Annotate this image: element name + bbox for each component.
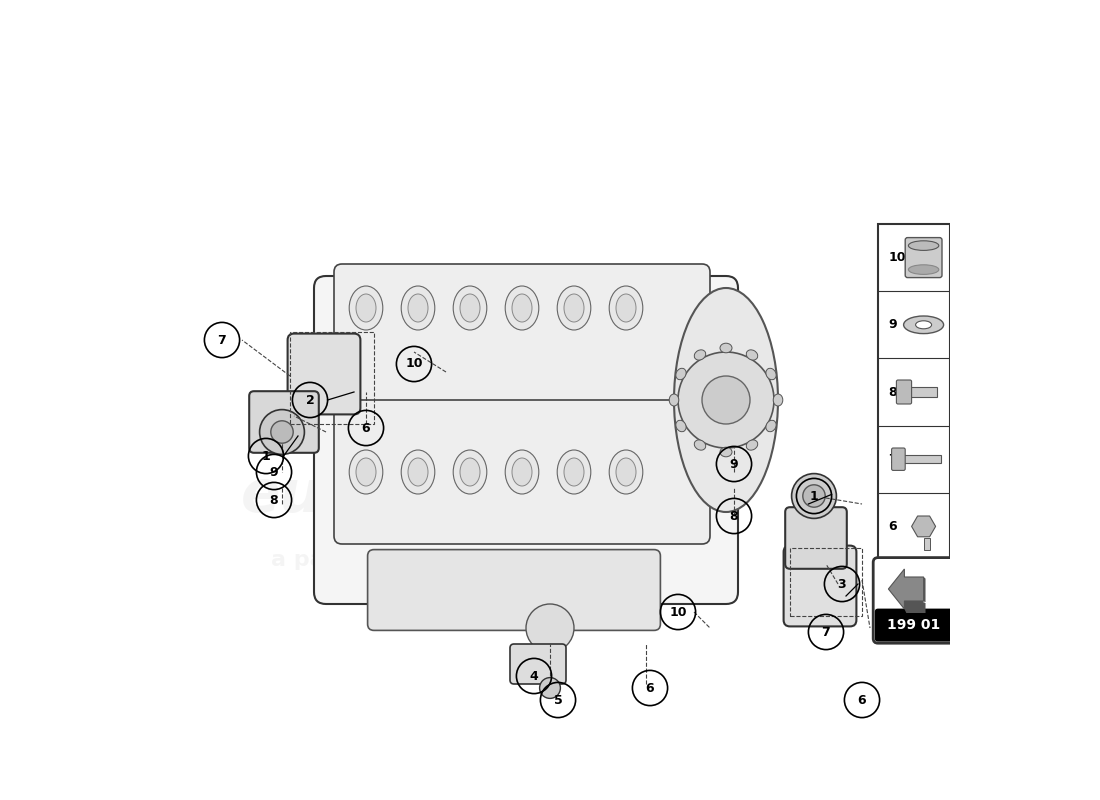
Ellipse shape [675,420,686,432]
Text: 10: 10 [669,606,686,618]
Text: 5: 5 [553,694,562,706]
Ellipse shape [453,450,487,494]
Text: a passion for cars since 1985: a passion for cars since 1985 [272,550,637,570]
Circle shape [678,352,774,448]
Circle shape [271,421,294,443]
Ellipse shape [349,450,383,494]
Ellipse shape [616,458,636,486]
Ellipse shape [909,265,938,274]
Ellipse shape [402,450,434,494]
FancyBboxPatch shape [334,264,710,408]
FancyBboxPatch shape [892,448,905,470]
Ellipse shape [773,394,783,406]
Ellipse shape [694,350,706,360]
Circle shape [540,678,560,698]
Ellipse shape [460,458,480,486]
Bar [878,224,950,560]
Ellipse shape [564,458,584,486]
Ellipse shape [356,458,376,486]
Ellipse shape [616,294,636,322]
Ellipse shape [915,321,932,329]
FancyBboxPatch shape [334,400,710,544]
Text: 6: 6 [889,520,896,533]
Text: 3: 3 [838,578,846,590]
Text: 7: 7 [822,626,830,638]
Text: 8: 8 [729,510,738,522]
Ellipse shape [505,286,539,330]
Ellipse shape [453,286,487,330]
Text: 9: 9 [729,458,738,470]
Text: eurocarparts: eurocarparts [241,467,667,525]
Ellipse shape [460,294,480,322]
Ellipse shape [408,294,428,322]
FancyBboxPatch shape [287,334,361,414]
Ellipse shape [349,286,383,330]
Text: 6: 6 [362,422,371,434]
Circle shape [702,376,750,424]
FancyBboxPatch shape [896,380,912,404]
Circle shape [803,485,825,507]
Ellipse shape [746,350,758,360]
Ellipse shape [512,458,532,486]
FancyBboxPatch shape [510,644,566,684]
Ellipse shape [766,420,777,432]
Text: 1: 1 [810,490,818,502]
Text: 8: 8 [889,386,896,398]
Ellipse shape [402,286,434,330]
Text: 9: 9 [889,318,896,331]
FancyBboxPatch shape [905,238,942,278]
Text: 1: 1 [262,450,271,462]
Polygon shape [904,577,925,613]
Text: 2: 2 [306,394,315,406]
Ellipse shape [669,394,679,406]
Ellipse shape [526,604,574,652]
Text: 4: 4 [529,670,538,682]
Text: 10: 10 [405,358,422,370]
Circle shape [260,410,305,454]
Text: 10: 10 [889,251,906,264]
Ellipse shape [675,368,686,380]
Polygon shape [889,569,924,609]
FancyBboxPatch shape [250,391,319,453]
FancyBboxPatch shape [314,276,738,604]
Text: 7: 7 [218,334,227,346]
FancyBboxPatch shape [367,550,660,630]
Ellipse shape [609,450,642,494]
Ellipse shape [903,316,944,334]
FancyBboxPatch shape [873,558,955,643]
Ellipse shape [720,343,732,353]
Ellipse shape [609,286,642,330]
Ellipse shape [505,450,539,494]
Bar [900,455,942,463]
Text: 8: 8 [270,494,278,506]
Ellipse shape [408,458,428,486]
Polygon shape [912,516,936,537]
Ellipse shape [674,288,778,512]
FancyBboxPatch shape [783,546,857,626]
Ellipse shape [558,286,591,330]
Ellipse shape [720,447,732,457]
Bar [903,387,937,397]
Ellipse shape [909,241,938,250]
Text: 6: 6 [858,694,867,706]
Ellipse shape [512,294,532,322]
Ellipse shape [356,294,376,322]
FancyBboxPatch shape [785,507,847,569]
Bar [924,538,930,550]
Circle shape [792,474,836,518]
Ellipse shape [564,294,584,322]
Ellipse shape [746,440,758,450]
Ellipse shape [766,368,777,380]
Ellipse shape [694,440,706,450]
Text: 199 01: 199 01 [888,618,940,632]
Text: 9: 9 [270,466,278,478]
Ellipse shape [558,450,591,494]
Text: 6: 6 [646,682,654,694]
Text: 7: 7 [889,453,898,466]
FancyBboxPatch shape [874,609,954,642]
